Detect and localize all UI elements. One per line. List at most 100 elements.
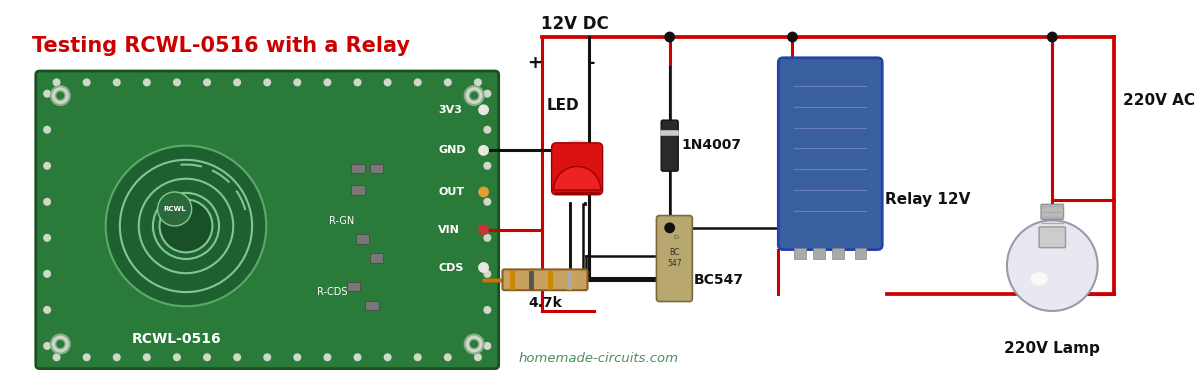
Circle shape (83, 79, 90, 86)
Circle shape (474, 79, 481, 86)
Bar (854, 248, 866, 259)
Bar (371, 253, 384, 263)
Circle shape (479, 105, 488, 115)
Text: Testing RCWL-0516 with a Relay: Testing RCWL-0516 with a Relay (32, 36, 410, 57)
FancyBboxPatch shape (552, 143, 602, 195)
Circle shape (665, 223, 674, 233)
Text: D: D (673, 235, 678, 240)
Text: 220V Lamp: 220V Lamp (1004, 341, 1100, 356)
Circle shape (324, 79, 331, 86)
Text: BC547: BC547 (694, 273, 743, 287)
Circle shape (464, 86, 484, 105)
Circle shape (204, 354, 210, 361)
Circle shape (44, 307, 50, 313)
Circle shape (414, 79, 421, 86)
Circle shape (324, 354, 331, 361)
Text: Relay 12V: Relay 12V (886, 192, 971, 207)
Bar (366, 301, 379, 310)
Circle shape (354, 79, 361, 86)
Circle shape (484, 270, 491, 277)
Text: R-CDS: R-CDS (317, 287, 348, 297)
Circle shape (469, 339, 479, 349)
Circle shape (787, 32, 797, 42)
Circle shape (157, 192, 192, 226)
Circle shape (204, 79, 210, 86)
Text: 12V DC: 12V DC (541, 15, 610, 33)
Text: GND: GND (438, 146, 466, 155)
Text: +: + (527, 53, 542, 71)
Circle shape (44, 343, 50, 349)
Circle shape (479, 187, 488, 197)
Circle shape (1007, 220, 1098, 311)
FancyBboxPatch shape (1040, 204, 1063, 219)
Circle shape (484, 126, 491, 133)
Text: 1N4007: 1N4007 (682, 138, 742, 152)
Circle shape (469, 91, 479, 100)
FancyBboxPatch shape (656, 215, 692, 301)
Circle shape (484, 199, 491, 205)
Bar (371, 163, 384, 173)
Circle shape (484, 235, 491, 241)
Wedge shape (553, 167, 601, 190)
Circle shape (55, 91, 65, 100)
Circle shape (83, 354, 90, 361)
Circle shape (384, 79, 391, 86)
Text: VIN: VIN (438, 225, 460, 235)
Circle shape (264, 354, 270, 361)
Circle shape (474, 354, 481, 361)
Circle shape (479, 146, 488, 155)
Circle shape (484, 343, 491, 349)
Circle shape (484, 91, 491, 97)
Bar (347, 282, 360, 291)
FancyBboxPatch shape (503, 269, 588, 290)
Circle shape (294, 354, 301, 361)
Circle shape (444, 79, 451, 86)
Circle shape (44, 235, 50, 241)
Bar (794, 248, 805, 259)
Text: LED: LED (547, 97, 580, 113)
Text: 4.7k: 4.7k (528, 296, 562, 311)
Circle shape (53, 354, 60, 361)
Circle shape (55, 339, 65, 349)
Bar (832, 248, 844, 259)
Circle shape (106, 146, 266, 306)
Bar (352, 185, 365, 195)
Circle shape (665, 32, 674, 42)
Text: OUT: OUT (438, 187, 464, 197)
Circle shape (234, 79, 240, 86)
Circle shape (144, 79, 150, 86)
Circle shape (1048, 32, 1057, 42)
Text: -: - (588, 53, 595, 71)
Circle shape (264, 79, 270, 86)
Circle shape (114, 79, 120, 86)
Circle shape (144, 354, 150, 361)
Circle shape (384, 354, 391, 361)
Circle shape (44, 126, 50, 133)
Circle shape (444, 354, 451, 361)
FancyBboxPatch shape (1039, 227, 1066, 248)
Circle shape (50, 86, 70, 105)
FancyBboxPatch shape (779, 58, 882, 249)
Circle shape (44, 270, 50, 277)
Circle shape (114, 354, 120, 361)
Circle shape (294, 79, 301, 86)
Circle shape (479, 225, 488, 235)
Circle shape (44, 162, 50, 169)
Circle shape (484, 307, 491, 313)
Circle shape (53, 79, 60, 86)
Text: RCWL-0516: RCWL-0516 (132, 332, 221, 346)
Text: 220V AC: 220V AC (1123, 93, 1195, 108)
Circle shape (484, 162, 491, 169)
FancyBboxPatch shape (36, 71, 499, 369)
Circle shape (174, 354, 180, 361)
Text: homemade-circuits.com: homemade-circuits.com (518, 352, 679, 365)
Bar (356, 235, 370, 244)
Circle shape (479, 263, 488, 272)
Circle shape (50, 335, 70, 353)
Circle shape (354, 354, 361, 361)
FancyBboxPatch shape (661, 120, 678, 171)
Circle shape (414, 354, 421, 361)
Text: CDS: CDS (438, 262, 463, 272)
Circle shape (44, 199, 50, 205)
Text: 3V3: 3V3 (438, 105, 462, 115)
